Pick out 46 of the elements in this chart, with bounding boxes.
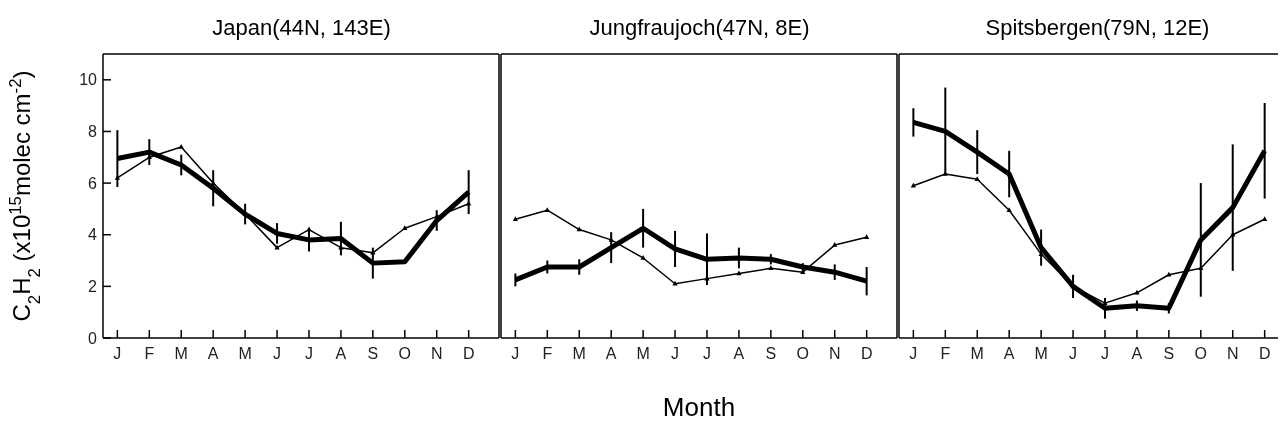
x-tick-label: N	[430, 345, 443, 363]
y-tick-label: 2	[88, 278, 98, 296]
x-tick-label: M	[572, 345, 586, 363]
x-tick-label: A	[207, 345, 219, 363]
y-tick-label: 6	[88, 174, 98, 192]
x-tick-label: D	[860, 345, 873, 363]
x-tick-label: J	[671, 345, 680, 363]
x-tick-label: A	[335, 345, 347, 363]
x-tick-label: J	[511, 345, 520, 363]
x-tick-label: M	[174, 345, 188, 363]
x-tick-label: S	[1163, 345, 1175, 363]
chart-title: Japan(44N, 143E)	[211, 14, 392, 42]
x-tick-label: N	[828, 345, 841, 363]
y-tick-label: 0	[88, 329, 98, 347]
x-tick-label: F	[144, 345, 155, 363]
x-tick-label: J	[1069, 345, 1078, 363]
x-tick-label: M	[636, 345, 650, 363]
x-tick-label: O	[1194, 345, 1208, 363]
x-tick-label: O	[796, 345, 810, 363]
x-tick-label: J	[113, 345, 122, 363]
y-tick-label: 8	[88, 123, 98, 141]
x-tick-label: M	[1034, 345, 1048, 363]
chart-title: Jungfraujoch(47N, 8E)	[588, 14, 811, 42]
x-tick-label: A	[1131, 345, 1143, 363]
x-tick-label: A	[733, 345, 745, 363]
x-tick-label: F	[940, 345, 951, 363]
x-tick-label: A	[1003, 345, 1015, 363]
chart-title: Spitsbergen(79N, 12E)	[984, 14, 1211, 42]
x-tick-label: F	[542, 345, 553, 363]
x-tick-label: D	[462, 345, 475, 363]
x-axis-title: Month	[662, 392, 736, 422]
x-tick-label: J	[909, 345, 918, 363]
x-tick-label: M	[238, 345, 252, 363]
x-tick-label: N	[1226, 345, 1239, 363]
y-tick-label: 10	[79, 71, 98, 89]
x-tick-label: J	[304, 345, 313, 363]
x-tick-label: J	[1100, 345, 1109, 363]
x-tick-label: J	[702, 345, 711, 363]
x-tick-label: O	[398, 345, 412, 363]
x-tick-label: A	[605, 345, 617, 363]
x-tick-label: M	[970, 345, 984, 363]
x-tick-label: S	[765, 345, 777, 363]
x-tick-label: D	[1258, 345, 1271, 363]
x-tick-label: S	[367, 345, 379, 363]
x-tick-label: J	[273, 345, 282, 363]
y-tick-label: 4	[88, 226, 98, 244]
